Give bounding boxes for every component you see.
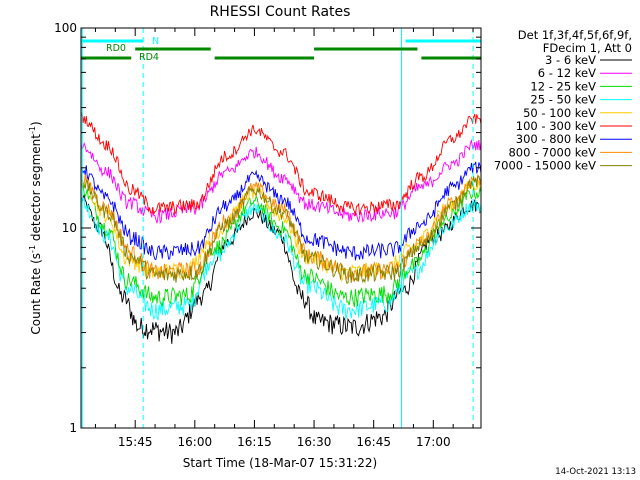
legend: Det 1f,3f,4f,5f,6f,9f, FDecim 1, Att 0 3…: [494, 28, 632, 173]
timestamp: 14-Oct-2021 13:13: [555, 467, 636, 477]
x-tick-label: 16:45: [356, 435, 391, 449]
flag-bars: N RD0 RD4: [81, 36, 481, 63]
x-tick-label: 16:15: [237, 435, 272, 449]
series-line: [80, 194, 482, 344]
legend-entry-label: 25 - 50 keV: [530, 93, 596, 107]
series-line: [80, 172, 482, 282]
legend-entry-label: 7000 - 15000 keV: [494, 159, 596, 173]
legend-entry-label: 6 - 12 keV: [538, 66, 596, 80]
series-lines: [80, 112, 482, 344]
x-axis-label: Start Time (18-Mar-07 15:31:22): [183, 456, 377, 470]
y-tick-label: 1: [69, 421, 77, 435]
vertical-markers: [81, 28, 474, 428]
series-line: [80, 175, 482, 285]
legend-entry-label: 300 - 800 keV: [516, 132, 596, 146]
y-axis-label: Count Rate (s-1 detector segment-1): [28, 121, 43, 334]
axis-ticks: 15:45 16:00 16:15 16:30 16:45 17:00 1 10 100: [54, 21, 481, 449]
legend-entry-label: 12 - 25 keV: [530, 79, 596, 93]
x-tick-label: 16:30: [297, 435, 332, 449]
x-tick-label: 17:00: [416, 435, 451, 449]
series-line: [80, 112, 482, 216]
flag-label: N: [152, 36, 159, 47]
y-tick-label: 10: [62, 221, 77, 235]
legend-entry-label: 50 - 100 keV: [523, 106, 596, 120]
legend-entry-label: 3 - 6 keV: [545, 53, 596, 67]
x-tick-label: 16:00: [178, 435, 213, 449]
flag-label: RD0: [106, 43, 126, 54]
flag-label: RD4: [139, 52, 159, 63]
series-line: [80, 181, 482, 308]
chart-title: RHESSI Count Rates: [210, 4, 351, 20]
x-tick-label: 15:45: [118, 435, 153, 449]
legend-header-line-1: Det 1f,3f,4f,5f,6f,9f,: [518, 28, 632, 42]
series-line: [80, 161, 482, 261]
plot-frame: [80, 27, 482, 429]
y-tick-label: 100: [54, 21, 77, 35]
series-line: [80, 197, 482, 321]
legend-entry-label: 100 - 300 keV: [516, 119, 596, 133]
legend-entry-label: 800 - 7000 keV: [508, 145, 596, 159]
legend-header-line-2: FDecim 1, Att 0: [543, 41, 632, 55]
